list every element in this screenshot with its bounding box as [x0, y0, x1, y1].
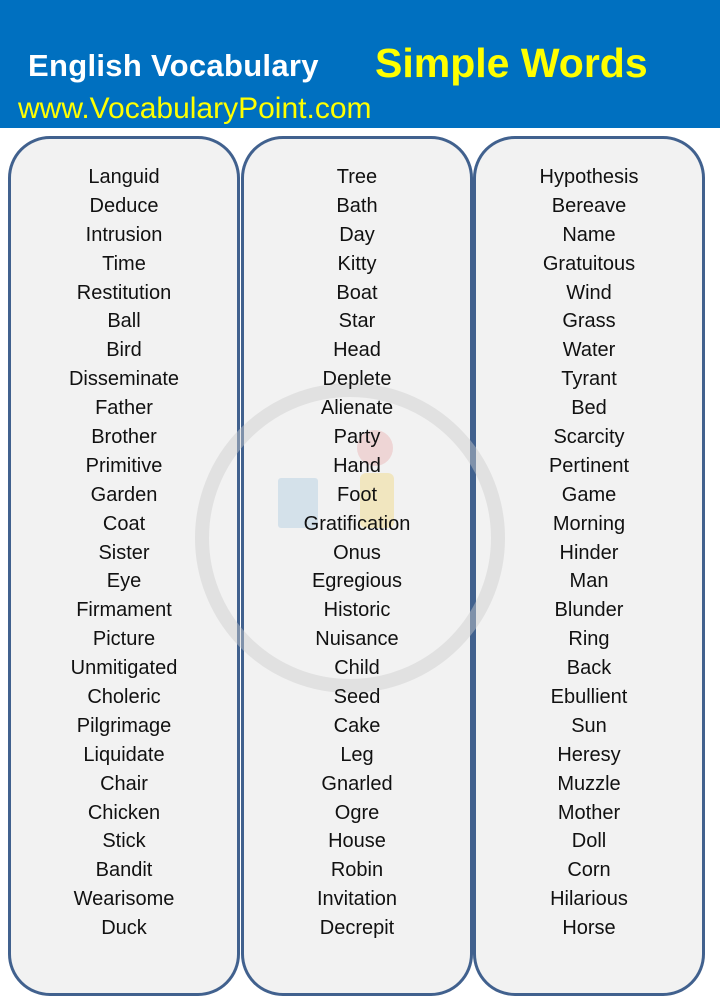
- word-item: Game: [561, 483, 617, 506]
- word-item: Restitution: [76, 281, 172, 304]
- word-item: Doll: [571, 830, 607, 853]
- word-item: Leg: [340, 743, 374, 766]
- header-banner: English Vocabulary Simple Words www.Voca…: [0, 0, 720, 128]
- word-item: Decrepit: [319, 917, 395, 940]
- word-item: Seed: [333, 686, 381, 709]
- word-item: Wearisome: [73, 888, 175, 911]
- word-item: Cake: [333, 714, 381, 737]
- word-item: Water: [562, 339, 616, 362]
- word-item: Duck: [101, 917, 147, 940]
- word-column-2: Tree Bath Day Kitty Boat Star Head Deplete Alien…: [241, 136, 473, 996]
- word-item: Hinder: [559, 541, 619, 564]
- word-item: Grass: [562, 310, 616, 333]
- word-item: Onus: [333, 541, 381, 564]
- word-item: Garden: [90, 483, 158, 506]
- word-item: Ebullient: [550, 686, 628, 709]
- word-item: Bandit: [95, 859, 153, 882]
- word-item: House: [328, 830, 386, 853]
- word-item: Kitty: [337, 252, 377, 275]
- title-english-vocabulary: English Vocabulary: [28, 48, 319, 83]
- word-item: Gratuitous: [542, 252, 636, 275]
- word-item: Unmitigated: [70, 657, 178, 680]
- word-item: Bereave: [551, 194, 627, 217]
- word-item: Bed: [571, 397, 607, 420]
- word-item: Gnarled: [321, 772, 393, 795]
- word-item: Hand: [333, 454, 381, 477]
- word-item: Ogre: [334, 801, 380, 824]
- word-item: Firmament: [76, 599, 172, 622]
- word-item: Pertinent: [548, 454, 630, 477]
- word-item: Heresy: [557, 743, 621, 766]
- word-item: Egregious: [311, 570, 403, 593]
- word-item: Blunder: [554, 599, 624, 622]
- word-item: Boat: [336, 281, 378, 304]
- word-item: Brother: [91, 426, 157, 449]
- word-item: Scarcity: [553, 426, 625, 449]
- word-item: Time: [102, 252, 146, 275]
- word-item: Bath: [336, 194, 378, 217]
- word-item: Invitation: [316, 888, 398, 911]
- word-item: Morning: [552, 512, 626, 535]
- word-item: Liquidate: [83, 743, 165, 766]
- word-item: Primitive: [85, 454, 163, 477]
- word-item: Alienate: [320, 397, 394, 420]
- word-item: Historic: [323, 599, 391, 622]
- word-item: Party: [333, 426, 381, 449]
- word-item: Gratification: [303, 512, 411, 535]
- word-item: Sister: [98, 541, 150, 564]
- word-item: Stick: [102, 830, 146, 853]
- word-item: Corn: [567, 859, 611, 882]
- word-item: Muzzle: [557, 772, 621, 795]
- word-item: Back: [566, 657, 612, 680]
- word-item: Robin: [330, 859, 384, 882]
- word-item: Chicken: [87, 801, 161, 824]
- word-item: Nuisance: [315, 628, 399, 651]
- word-item: Star: [338, 310, 376, 333]
- word-item: Ring: [568, 628, 610, 651]
- word-column-1: Languid Deduce Intrusion Time Restitution Bal…: [8, 136, 240, 996]
- word-item: Languid: [88, 166, 160, 188]
- word-item: Tyrant: [561, 368, 617, 391]
- word-item: Mother: [557, 801, 621, 824]
- word-item: Hilarious: [550, 888, 628, 911]
- word-item: Deduce: [89, 194, 159, 217]
- word-item: Head: [333, 339, 381, 362]
- word-item: Coat: [102, 512, 146, 535]
- word-item: Bird: [106, 339, 142, 362]
- word-item: Pilgrimage: [76, 714, 172, 737]
- word-item: Eye: [106, 570, 142, 593]
- word-item: Name: [562, 223, 616, 246]
- word-item: Father: [95, 397, 153, 420]
- word-item: Horse: [562, 917, 616, 940]
- word-item: Disseminate: [68, 368, 180, 391]
- word-item: Day: [339, 223, 375, 246]
- word-item: Wind: [566, 281, 612, 304]
- word-item: Choleric: [87, 686, 161, 709]
- word-item: Deplete: [322, 368, 392, 391]
- word-item: Picture: [92, 628, 156, 651]
- word-item: Tree: [336, 166, 378, 188]
- word-column-3: Hypothesis Bereave Name Gratuitous Wind Grass…: [473, 136, 705, 996]
- word-item: Hypothesis: [539, 166, 639, 188]
- word-item: Foot: [336, 483, 378, 506]
- word-item: Child: [334, 657, 380, 680]
- word-item: Intrusion: [85, 223, 163, 246]
- word-item: Chair: [100, 772, 148, 795]
- website-url: www.VocabularyPoint.com: [18, 92, 372, 125]
- title-simple-words: Simple Words: [375, 40, 648, 86]
- word-item: Ball: [107, 310, 141, 333]
- word-item: Man: [569, 570, 609, 593]
- word-item: Sun: [571, 714, 607, 737]
